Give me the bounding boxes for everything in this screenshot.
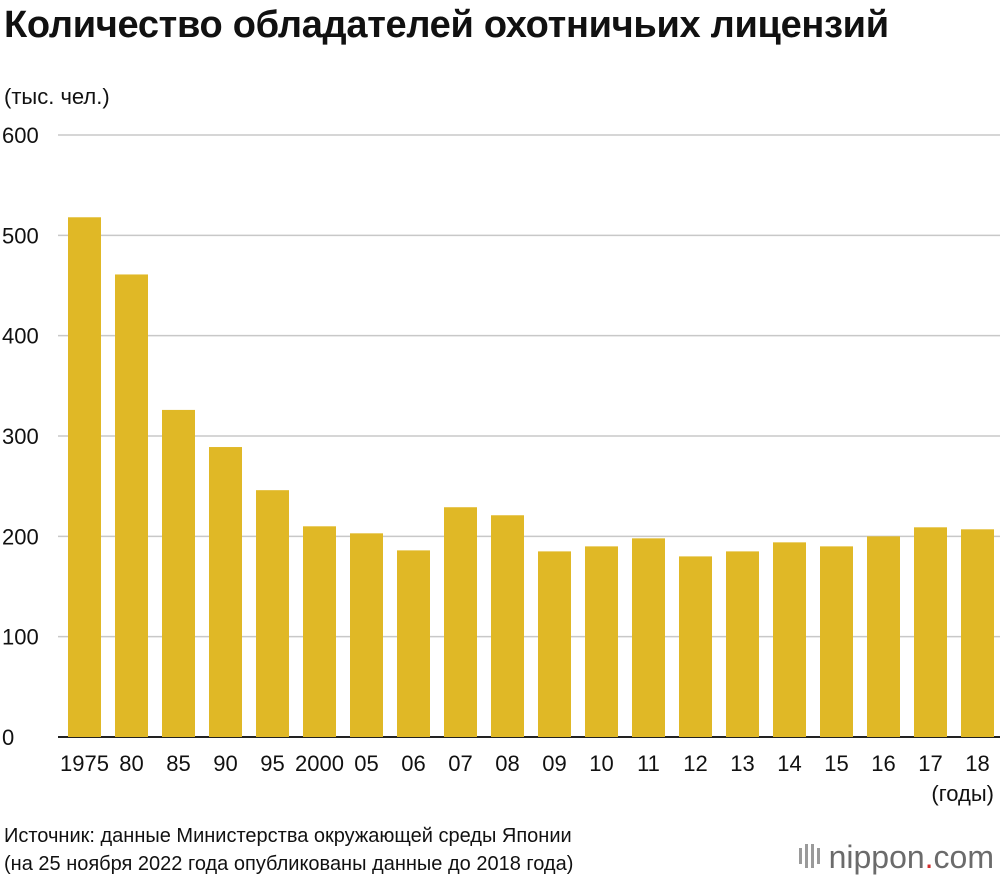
bars bbox=[68, 217, 994, 738]
bar-85 bbox=[162, 409, 195, 737]
x-tick-label: 08 bbox=[495, 751, 519, 776]
bar-17 bbox=[914, 527, 947, 737]
x-tick-label: 2000 bbox=[295, 751, 344, 776]
source-line-1: Источник: данные Министерства окружающей… bbox=[4, 825, 572, 847]
logo-text: nippon bbox=[828, 839, 925, 875]
x-tick-label: 12 bbox=[683, 751, 707, 776]
x-tick-label: 14 bbox=[777, 751, 801, 776]
bar-11 bbox=[632, 538, 665, 737]
y-axis-unit-label: (тыс. чел.) bbox=[4, 84, 110, 109]
bar-12 bbox=[679, 556, 712, 737]
grid-lines bbox=[58, 134, 1000, 738]
chart-title: Количество обладателей охотничьих лиценз… bbox=[4, 4, 889, 46]
bar-90 bbox=[209, 447, 242, 737]
x-tick-label: 11 bbox=[637, 751, 660, 776]
y-tick-label: 0 bbox=[2, 725, 14, 750]
x-axis-unit-label: (годы) bbox=[931, 781, 994, 806]
y-tick-label: 400 bbox=[2, 324, 39, 349]
bar-10 bbox=[585, 546, 618, 737]
x-tick-label: 13 bbox=[730, 751, 754, 776]
bar-14 bbox=[773, 542, 806, 737]
x-tick-label: 09 bbox=[542, 751, 566, 776]
logo-suffix: com bbox=[933, 839, 994, 875]
y-tick-label: 200 bbox=[2, 524, 39, 549]
x-tick-label: 17 bbox=[918, 751, 942, 776]
x-tick-label: 80 bbox=[119, 751, 143, 776]
x-tick-label: 1975 bbox=[60, 751, 109, 776]
source-note: Источник: данные Министерства окружающей… bbox=[4, 822, 573, 878]
bar-06 bbox=[397, 550, 430, 737]
bar-15 bbox=[820, 546, 853, 737]
bar-09 bbox=[538, 551, 571, 737]
source-line-2: (на 25 ноября 2022 года опубликованы дан… bbox=[4, 853, 574, 875]
y-tick-labels: 0 100 200 300 400 500 600 bbox=[2, 123, 39, 750]
bar-2000 bbox=[303, 526, 336, 737]
bar-80 bbox=[115, 274, 148, 737]
x-tick-label: 06 bbox=[401, 751, 425, 776]
bar-16 bbox=[867, 536, 900, 737]
x-tick-label: 15 bbox=[824, 751, 848, 776]
bar-95 bbox=[256, 490, 289, 737]
x-tick-label: 10 bbox=[589, 751, 613, 776]
x-tick-label: 05 bbox=[354, 751, 378, 776]
x-tick-label: 90 bbox=[213, 751, 237, 776]
nippon-logo: nippon. com bbox=[798, 839, 994, 876]
bar-05 bbox=[350, 533, 383, 737]
x-tick-label: 16 bbox=[871, 751, 895, 776]
x-tick-label: 18 bbox=[965, 751, 989, 776]
bar-07 bbox=[444, 507, 477, 737]
y-tick-label: 600 bbox=[2, 123, 39, 148]
x-tick-label: 95 bbox=[260, 751, 284, 776]
y-tick-label: 300 bbox=[2, 424, 39, 449]
x-tick-label: 07 bbox=[448, 751, 472, 776]
x-tick-labels: 1975 80 85 90 95 2000 05 06 07 08 09 10 11 12 13 14 15 16… bbox=[60, 751, 990, 776]
bar-1975 bbox=[68, 217, 101, 738]
bar-13 bbox=[726, 551, 759, 737]
bar-18 bbox=[961, 529, 994, 737]
y-tick-label: 500 bbox=[2, 223, 39, 248]
logo-stripes-icon bbox=[798, 839, 821, 876]
bar-08 bbox=[491, 515, 524, 737]
y-tick-label: 100 bbox=[2, 625, 39, 650]
x-tick-label: 85 bbox=[166, 751, 190, 776]
logo-dot: . bbox=[924, 839, 934, 875]
